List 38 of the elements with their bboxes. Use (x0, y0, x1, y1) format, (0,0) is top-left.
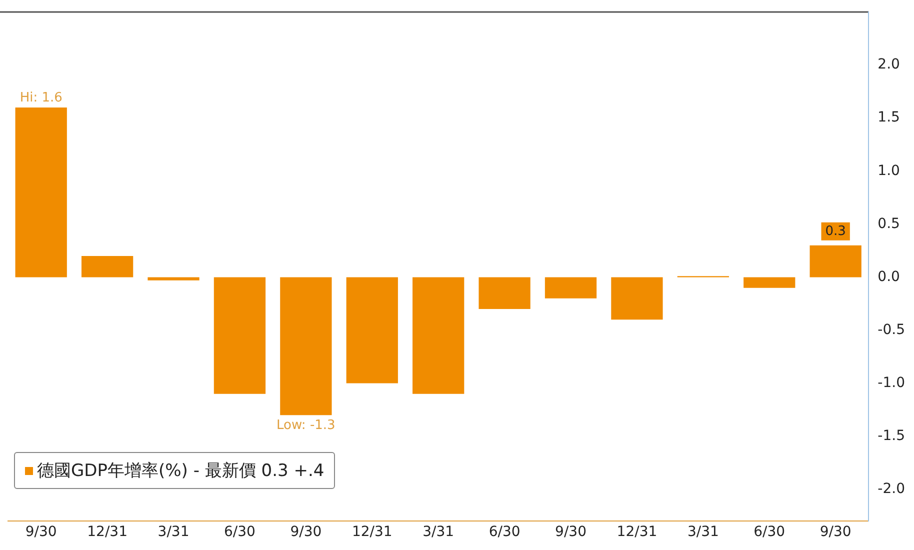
bar (412, 277, 464, 394)
y-tick-label: -0.5 (878, 322, 906, 338)
y-tick-label: -1.0 (878, 374, 906, 391)
legend-label: 德國GDP年增率(%) - 最新價 0.3 +.4 (37, 460, 324, 482)
x-tick-label: 9/30 (290, 524, 322, 540)
x-tick-label: 12/31 (352, 524, 392, 540)
bar (611, 277, 663, 320)
bar (346, 277, 398, 384)
x-tick-label: 9/30 (25, 524, 57, 540)
x-tick-label: 6/30 (488, 524, 520, 540)
data-label: 0.3 (825, 224, 846, 239)
x-tick-label: 9/30 (820, 524, 852, 540)
x-tick-label: 12/31 (616, 524, 658, 540)
x-tick-label: 3/31 (422, 524, 454, 540)
bar (15, 107, 67, 278)
bar (280, 277, 332, 416)
x-tick-label: 9/30 (555, 524, 586, 540)
data-label: Low: -1.3 (276, 418, 336, 433)
y-tick-label: -2.0 (878, 481, 906, 498)
bar (544, 277, 597, 298)
y-tick-label: 0.0 (878, 268, 900, 285)
bar (478, 277, 530, 310)
y-tick-label: 1.0 (878, 162, 900, 179)
bar (744, 277, 796, 288)
y-tick-label: 2.0 (878, 56, 900, 73)
data-label: Hi: 1.6 (20, 90, 62, 106)
y-tick-label: -1.5 (878, 428, 906, 444)
x-tick-label: 3/31 (158, 524, 190, 540)
bar (81, 256, 134, 278)
x-tick-label: 6/30 (224, 524, 256, 540)
x-tick-label: 3/31 (687, 524, 719, 540)
bar (148, 277, 200, 280)
bar (214, 277, 266, 394)
x-tick-label: 12/31 (87, 524, 128, 540)
bar (810, 245, 862, 278)
y-tick-label: 1.5 (878, 110, 900, 126)
x-tick-label: 6/30 (754, 524, 786, 540)
y-tick-label: 0.5 (878, 216, 900, 232)
